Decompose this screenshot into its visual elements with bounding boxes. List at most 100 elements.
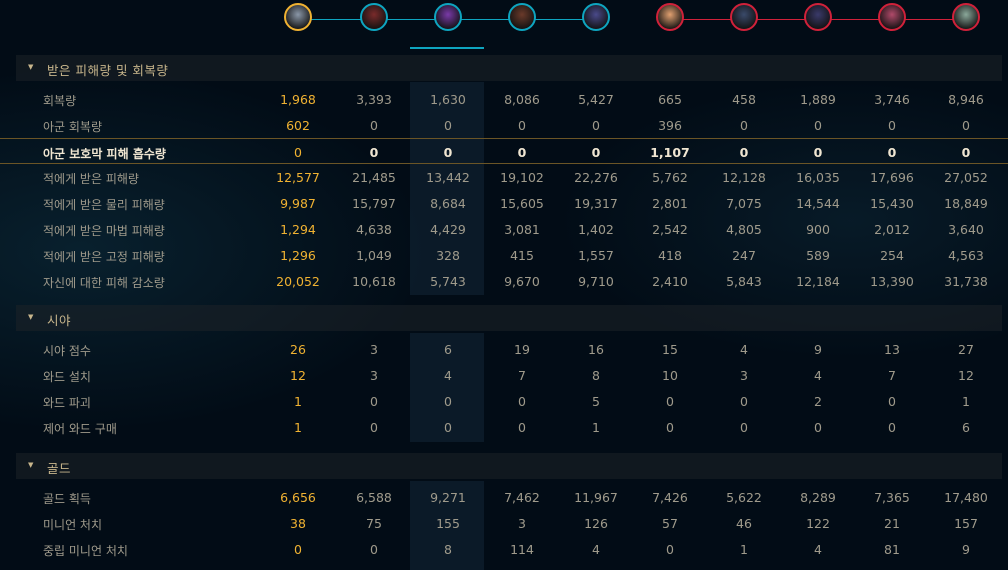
stat-row: 회복량 1,968 3,393 1,630 8,086 5,427 665 458 1,889 3… xyxy=(0,86,1008,112)
stat-value: 0 xyxy=(370,542,378,557)
stat-value: 1 xyxy=(740,542,748,557)
stat-value: 17,696 xyxy=(870,170,914,185)
stat-label: 아군 회복량 xyxy=(43,120,103,134)
stat-value: 0 xyxy=(444,118,452,133)
stat-value: 0 xyxy=(739,145,749,160)
stat-value: 0 xyxy=(888,420,896,435)
champion-portrait[interactable] xyxy=(656,3,684,31)
stat-value: 2 xyxy=(814,394,822,409)
stat-row: 제어 와드 구매 1 0 0 0 1 0 0 0 0 6 xyxy=(0,414,1008,440)
stat-value: 1 xyxy=(294,394,302,409)
section-header[interactable]: ▼ 골드 xyxy=(16,453,1002,479)
stat-value: 3 xyxy=(370,342,378,357)
stat-value: 0 xyxy=(294,542,302,557)
stat-value: 7,426 xyxy=(652,490,688,505)
stat-value: 0 xyxy=(444,394,452,409)
stat-value: 3,393 xyxy=(356,92,392,107)
stat-value: 7,365 xyxy=(874,490,910,505)
stat-value: 8,086 xyxy=(504,92,540,107)
stat-value: 27,052 xyxy=(944,170,988,185)
stat-value: 1,889 xyxy=(800,92,836,107)
stat-value: 5,427 xyxy=(578,92,614,107)
selected-column-highlight xyxy=(410,82,484,295)
stat-value: 0 xyxy=(666,420,674,435)
stat-value: 0 xyxy=(814,118,822,133)
stat-value: 0 xyxy=(961,145,971,160)
champion-portrait[interactable] xyxy=(284,3,312,31)
section-title: 받은 피해량 및 회복량 xyxy=(47,63,169,78)
section-header[interactable]: ▼ 시야 xyxy=(16,305,1002,331)
stat-value: 0 xyxy=(740,394,748,409)
stat-value: 2,542 xyxy=(652,222,688,237)
collapse-triangle-icon[interactable]: ▼ xyxy=(28,461,34,469)
stat-value: 0 xyxy=(592,118,600,133)
champion-portrait[interactable] xyxy=(804,3,832,31)
stat-label: 골드 획득 xyxy=(43,492,91,506)
stat-value: 0 xyxy=(962,118,970,133)
stat-value: 0 xyxy=(813,145,823,160)
stat-value: 5 xyxy=(592,394,600,409)
stat-value: 75 xyxy=(366,516,382,531)
champion-portrait[interactable] xyxy=(878,3,906,31)
stat-value: 4 xyxy=(592,542,600,557)
stat-value: 12,128 xyxy=(722,170,766,185)
stat-value: 16,035 xyxy=(796,170,840,185)
stat-value: 22,276 xyxy=(574,170,618,185)
champion-portrait[interactable] xyxy=(730,3,758,31)
stat-value: 0 xyxy=(740,118,748,133)
stat-value: 4 xyxy=(814,368,822,383)
stat-label: 아군 보호막 피해 흡수량 xyxy=(43,147,166,161)
champion-portrait[interactable] xyxy=(952,3,980,31)
stat-value: 12,184 xyxy=(796,274,840,289)
stat-value: 122 xyxy=(806,516,830,531)
stat-value: 20,052 xyxy=(276,274,320,289)
stat-value: 12 xyxy=(958,368,974,383)
stat-value: 7,462 xyxy=(504,490,540,505)
section-header[interactable]: ▼ 받은 피해량 및 회복량 xyxy=(16,55,1002,81)
stat-row: 적에게 받은 물리 피해량 9,987 15,797 8,684 15,605 19,31… xyxy=(0,190,1008,216)
stat-value: 0 xyxy=(370,394,378,409)
champion-portrait[interactable] xyxy=(360,3,388,31)
stat-label: 적에게 받은 마법 피해량 xyxy=(43,224,165,238)
stat-value: 8,289 xyxy=(800,490,836,505)
stat-value: 1,107 xyxy=(650,145,690,160)
stat-value: 3 xyxy=(740,368,748,383)
stat-label: 중립 미니언 처치 xyxy=(43,544,128,558)
stat-value: 0 xyxy=(888,118,896,133)
collapse-triangle-icon[interactable]: ▼ xyxy=(28,313,34,321)
stat-value: 9,710 xyxy=(578,274,614,289)
stat-value: 1 xyxy=(962,394,970,409)
collapse-triangle-icon[interactable]: ▼ xyxy=(28,63,34,71)
stat-value: 6 xyxy=(444,342,452,357)
stat-value: 81 xyxy=(884,542,900,557)
stat-value: 26 xyxy=(290,342,306,357)
stat-value: 9,987 xyxy=(280,196,316,211)
stat-value: 4,563 xyxy=(948,248,984,263)
stat-value: 0 xyxy=(666,542,674,557)
stat-value: 0 xyxy=(370,118,378,133)
section-title: 골드 xyxy=(47,461,72,476)
stat-value: 21 xyxy=(884,516,900,531)
stat-label: 미니언 처치 xyxy=(43,518,103,532)
stat-value: 155 xyxy=(436,516,460,531)
stat-value: 19,317 xyxy=(574,196,618,211)
stat-value: 1 xyxy=(592,420,600,435)
stat-value: 4 xyxy=(740,342,748,357)
champion-portrait[interactable] xyxy=(582,3,610,31)
stat-value: 8 xyxy=(592,368,600,383)
stat-value: 15,605 xyxy=(500,196,544,211)
stat-value: 13,442 xyxy=(426,170,470,185)
stat-value: 0 xyxy=(666,394,674,409)
stat-value: 6 xyxy=(962,420,970,435)
champion-portrait[interactable] xyxy=(434,3,462,31)
stat-value: 0 xyxy=(369,145,379,160)
champion-portrait[interactable] xyxy=(508,3,536,31)
stat-value: 114 xyxy=(510,542,534,557)
stat-value: 415 xyxy=(510,248,534,263)
stat-value: 328 xyxy=(436,248,460,263)
stat-value: 0 xyxy=(518,394,526,409)
stat-value: 16 xyxy=(588,342,604,357)
stat-value: 15,430 xyxy=(870,196,914,211)
stat-value: 0 xyxy=(591,145,601,160)
stat-value: 0 xyxy=(740,420,748,435)
